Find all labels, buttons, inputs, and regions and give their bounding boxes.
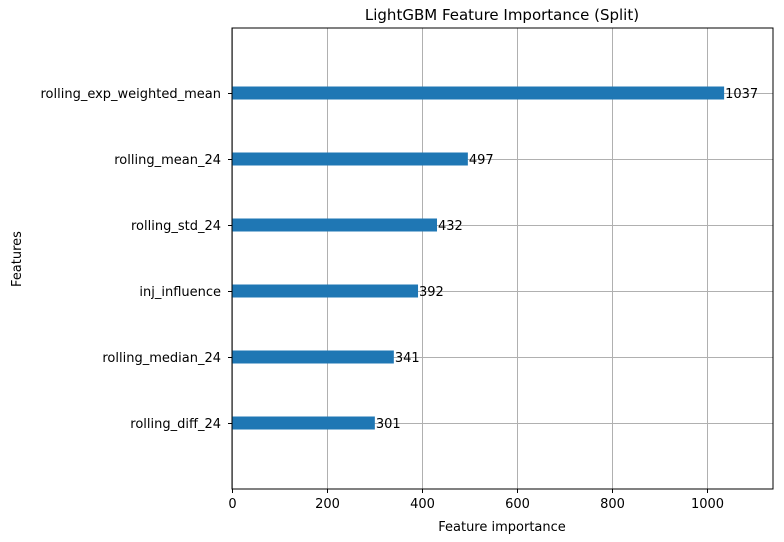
x-axis-ticks: 0 200 400 600 800 1000	[228, 489, 724, 512]
x-tick-label: 1000	[691, 497, 724, 512]
bar-inj_influence	[232, 284, 419, 298]
x-tick-label: 200	[315, 497, 340, 512]
bars	[232, 86, 725, 430]
y-tick-label: rolling_exp_weighted_mean	[40, 87, 221, 102]
y-axis-label: Features	[10, 231, 25, 287]
data-label: 392	[419, 285, 444, 300]
x-tick-label: 0	[228, 497, 236, 512]
x-tick-label: 600	[505, 497, 530, 512]
data-labels: 1037 497 432 392 341 301	[376, 87, 758, 432]
chart-title: LightGBM Feature Importance (Split)	[365, 6, 639, 24]
bar-rolling_exp_weighted_mean	[232, 86, 725, 100]
bar-rolling_median_24	[232, 350, 394, 364]
y-tick-label: rolling_mean_24	[114, 153, 221, 168]
x-axis-label: Feature importance	[438, 520, 566, 535]
y-tick-label: rolling_median_24	[102, 351, 221, 366]
data-label: 432	[438, 219, 463, 234]
data-label: 497	[469, 153, 494, 168]
bar-rolling_mean_24	[232, 152, 468, 166]
x-tick-label: 800	[600, 497, 625, 512]
data-label: 341	[395, 351, 420, 366]
bar-rolling_std_24	[232, 218, 438, 232]
y-tick-label: rolling_diff_24	[130, 417, 221, 432]
data-label: 301	[376, 417, 401, 432]
y-axis-ticks: rolling_exp_weighted_mean rolling_mean_24…	[40, 87, 232, 432]
plot-frame	[231, 27, 774, 490]
x-tick-label: 400	[410, 497, 435, 512]
bar-rolling_diff_24	[232, 416, 375, 430]
y-tick-label: inj_influence	[139, 285, 221, 300]
y-tick-label: rolling_std_24	[131, 219, 221, 234]
data-label: 1037	[725, 87, 758, 102]
